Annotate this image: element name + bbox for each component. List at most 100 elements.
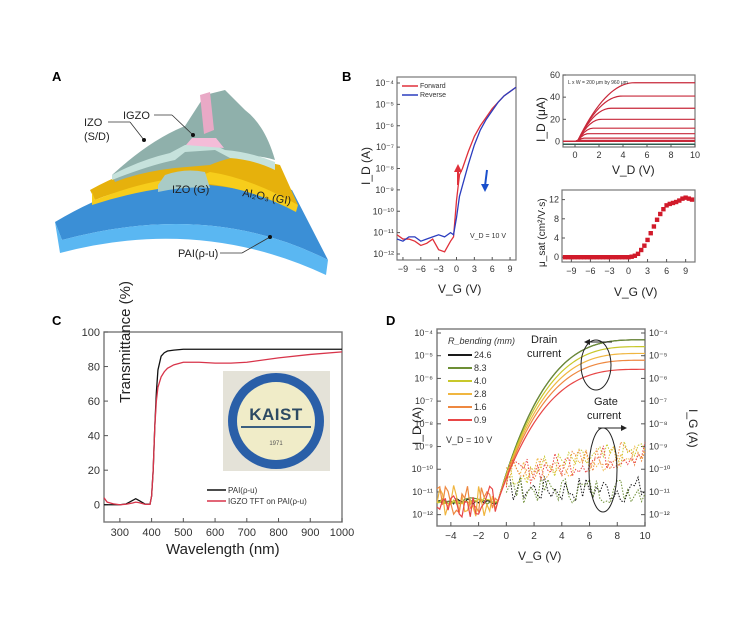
series-line-1	[103, 351, 343, 506]
y-tick-label-right: 10⁻⁴	[649, 328, 668, 338]
y-tick-label-left: 10⁻⁹	[414, 442, 433, 452]
leader-izo-sd-2	[129, 121, 145, 141]
y-tick-label-right: 10⁻¹²	[649, 510, 670, 520]
annotation-drain-1: Drain	[531, 334, 557, 346]
data-point	[585, 255, 590, 260]
data-point	[667, 201, 672, 207]
x-axis-label: V_G (V)	[518, 549, 561, 563]
gate-current-1.6	[505, 440, 646, 484]
gate-current-24.6	[506, 475, 646, 503]
data-point	[588, 255, 593, 260]
data-point	[673, 199, 679, 205]
x-tick-label: 8	[668, 150, 673, 160]
x-tick-label: 4	[620, 150, 625, 160]
data-point	[651, 224, 657, 229]
y-tick-label: 10⁻¹⁰	[373, 206, 395, 216]
data-point	[626, 255, 631, 260]
y-tick-label: 4	[554, 233, 559, 243]
y-tick-label: 10⁻⁶	[376, 121, 395, 131]
y-tick-label: 20	[88, 465, 100, 477]
y-tick-label: 60	[550, 70, 560, 80]
panel-label-d: D	[386, 313, 395, 328]
x-tick-label: −3	[604, 266, 614, 276]
y-tick-label-right: 10⁻¹⁰	[649, 464, 671, 474]
y-tick-label: 80	[88, 362, 100, 374]
y-tick-label: 10⁻¹²	[373, 249, 394, 259]
y-tick-label-right: 10⁻⁸	[649, 419, 668, 429]
panel-label-c: C	[52, 313, 62, 328]
data-point	[629, 254, 634, 259]
x-tick-label: 10	[690, 150, 700, 160]
panel-label-b: B	[342, 69, 351, 84]
y-tick-label: 8	[554, 214, 559, 224]
igzo-channel-front	[186, 138, 224, 148]
output-curve	[563, 107, 695, 143]
x-axis-label: Wavelength (nm)	[166, 541, 280, 558]
y-tick-label: 60	[88, 396, 100, 408]
y-tick-label-left: 10⁻⁷	[415, 396, 433, 406]
substrate-top	[55, 175, 328, 260]
annotation-drain-2: current	[527, 348, 561, 360]
series-line-0	[104, 348, 342, 506]
label-substrate: PAI(ρ-u)	[178, 248, 218, 260]
annotation-dimensions: L x W = 200 μm by 960 μm	[568, 80, 628, 86]
y-tick-label-left: 10⁻¹⁰	[412, 464, 434, 474]
y-tick-label-right: 10⁻¹¹	[649, 487, 670, 497]
x-tick-label: 800	[269, 527, 287, 539]
izo-gate	[158, 170, 210, 192]
x-tick-label: 500	[174, 527, 192, 539]
legend-label-24.6: 24.6	[474, 350, 492, 360]
x-tick-label: −6	[416, 264, 426, 274]
x-axis-label: V_G (V)	[614, 285, 657, 299]
y-tick-label: 10⁻⁵	[376, 99, 395, 109]
x-tick-label: −9	[398, 264, 408, 274]
drain-current-8.3	[436, 339, 646, 506]
y-tick-label-right: 10⁻⁵	[649, 351, 668, 361]
x-axis-label: V_G (V)	[438, 282, 481, 296]
data-point	[664, 203, 669, 208]
legend-label-reverse: Reverse	[420, 92, 446, 99]
reverse-arrowhead-icon	[481, 184, 489, 192]
output-curve	[563, 127, 695, 143]
chart-d-bending: −4 −2 0 2 4 6 8 10 10⁻⁴ 10⁻⁴ 10⁻⁵ 10⁻⁵ 10⁻⁶ 10⁻⁶ 10⁻⁷ 1…	[410, 328, 700, 563]
y-tick-label-left: 10⁻⁴	[414, 328, 433, 338]
output-curve	[563, 118, 695, 143]
data-point	[604, 255, 609, 260]
y-tick-label: 20	[550, 114, 560, 124]
annotation-vd: V_D = 10 V	[446, 435, 492, 445]
legend-label-4.0: 4.0	[474, 376, 487, 386]
gate-current-4.0	[505, 441, 646, 486]
annotation-vd: V_D = 10 V	[470, 233, 506, 240]
data-point	[670, 200, 676, 206]
drain-current-ellipse	[580, 339, 612, 391]
data-point	[562, 255, 568, 260]
data-point	[683, 195, 688, 200]
series-line-forward	[396, 86, 517, 253]
x-tick-label: 300	[111, 527, 129, 539]
output-curve	[563, 137, 695, 143]
data-point	[642, 243, 647, 248]
data-point	[572, 255, 577, 260]
data-point	[677, 198, 682, 203]
y-tick-label: 10⁻⁸	[375, 164, 394, 174]
logo-text: KAIST	[249, 405, 303, 424]
igzo-channel	[200, 92, 214, 134]
data-point	[639, 247, 644, 253]
data-point	[578, 255, 584, 260]
data-point	[569, 255, 574, 260]
x-tick-label: 1000	[330, 527, 354, 539]
izo-sd-highlight	[112, 143, 275, 180]
data-point	[581, 255, 587, 260]
annotation-gate-2: current	[587, 410, 621, 422]
y-tick-label: 0	[94, 500, 100, 512]
data-point	[658, 211, 663, 217]
y-tick-label-left: 10⁻⁸	[414, 419, 433, 429]
y-tick-label: 40	[88, 431, 100, 443]
data-point	[565, 255, 571, 260]
y-tick-label-left: 10⁻¹¹	[412, 487, 433, 497]
x-tick-label: −4	[445, 531, 457, 542]
x-tick-label: 0	[504, 531, 510, 542]
y-tick-label-right: 10⁻⁹	[649, 442, 668, 452]
y-tick-label: 10⁻⁷	[376, 142, 394, 152]
series-line-reverse	[396, 86, 517, 242]
